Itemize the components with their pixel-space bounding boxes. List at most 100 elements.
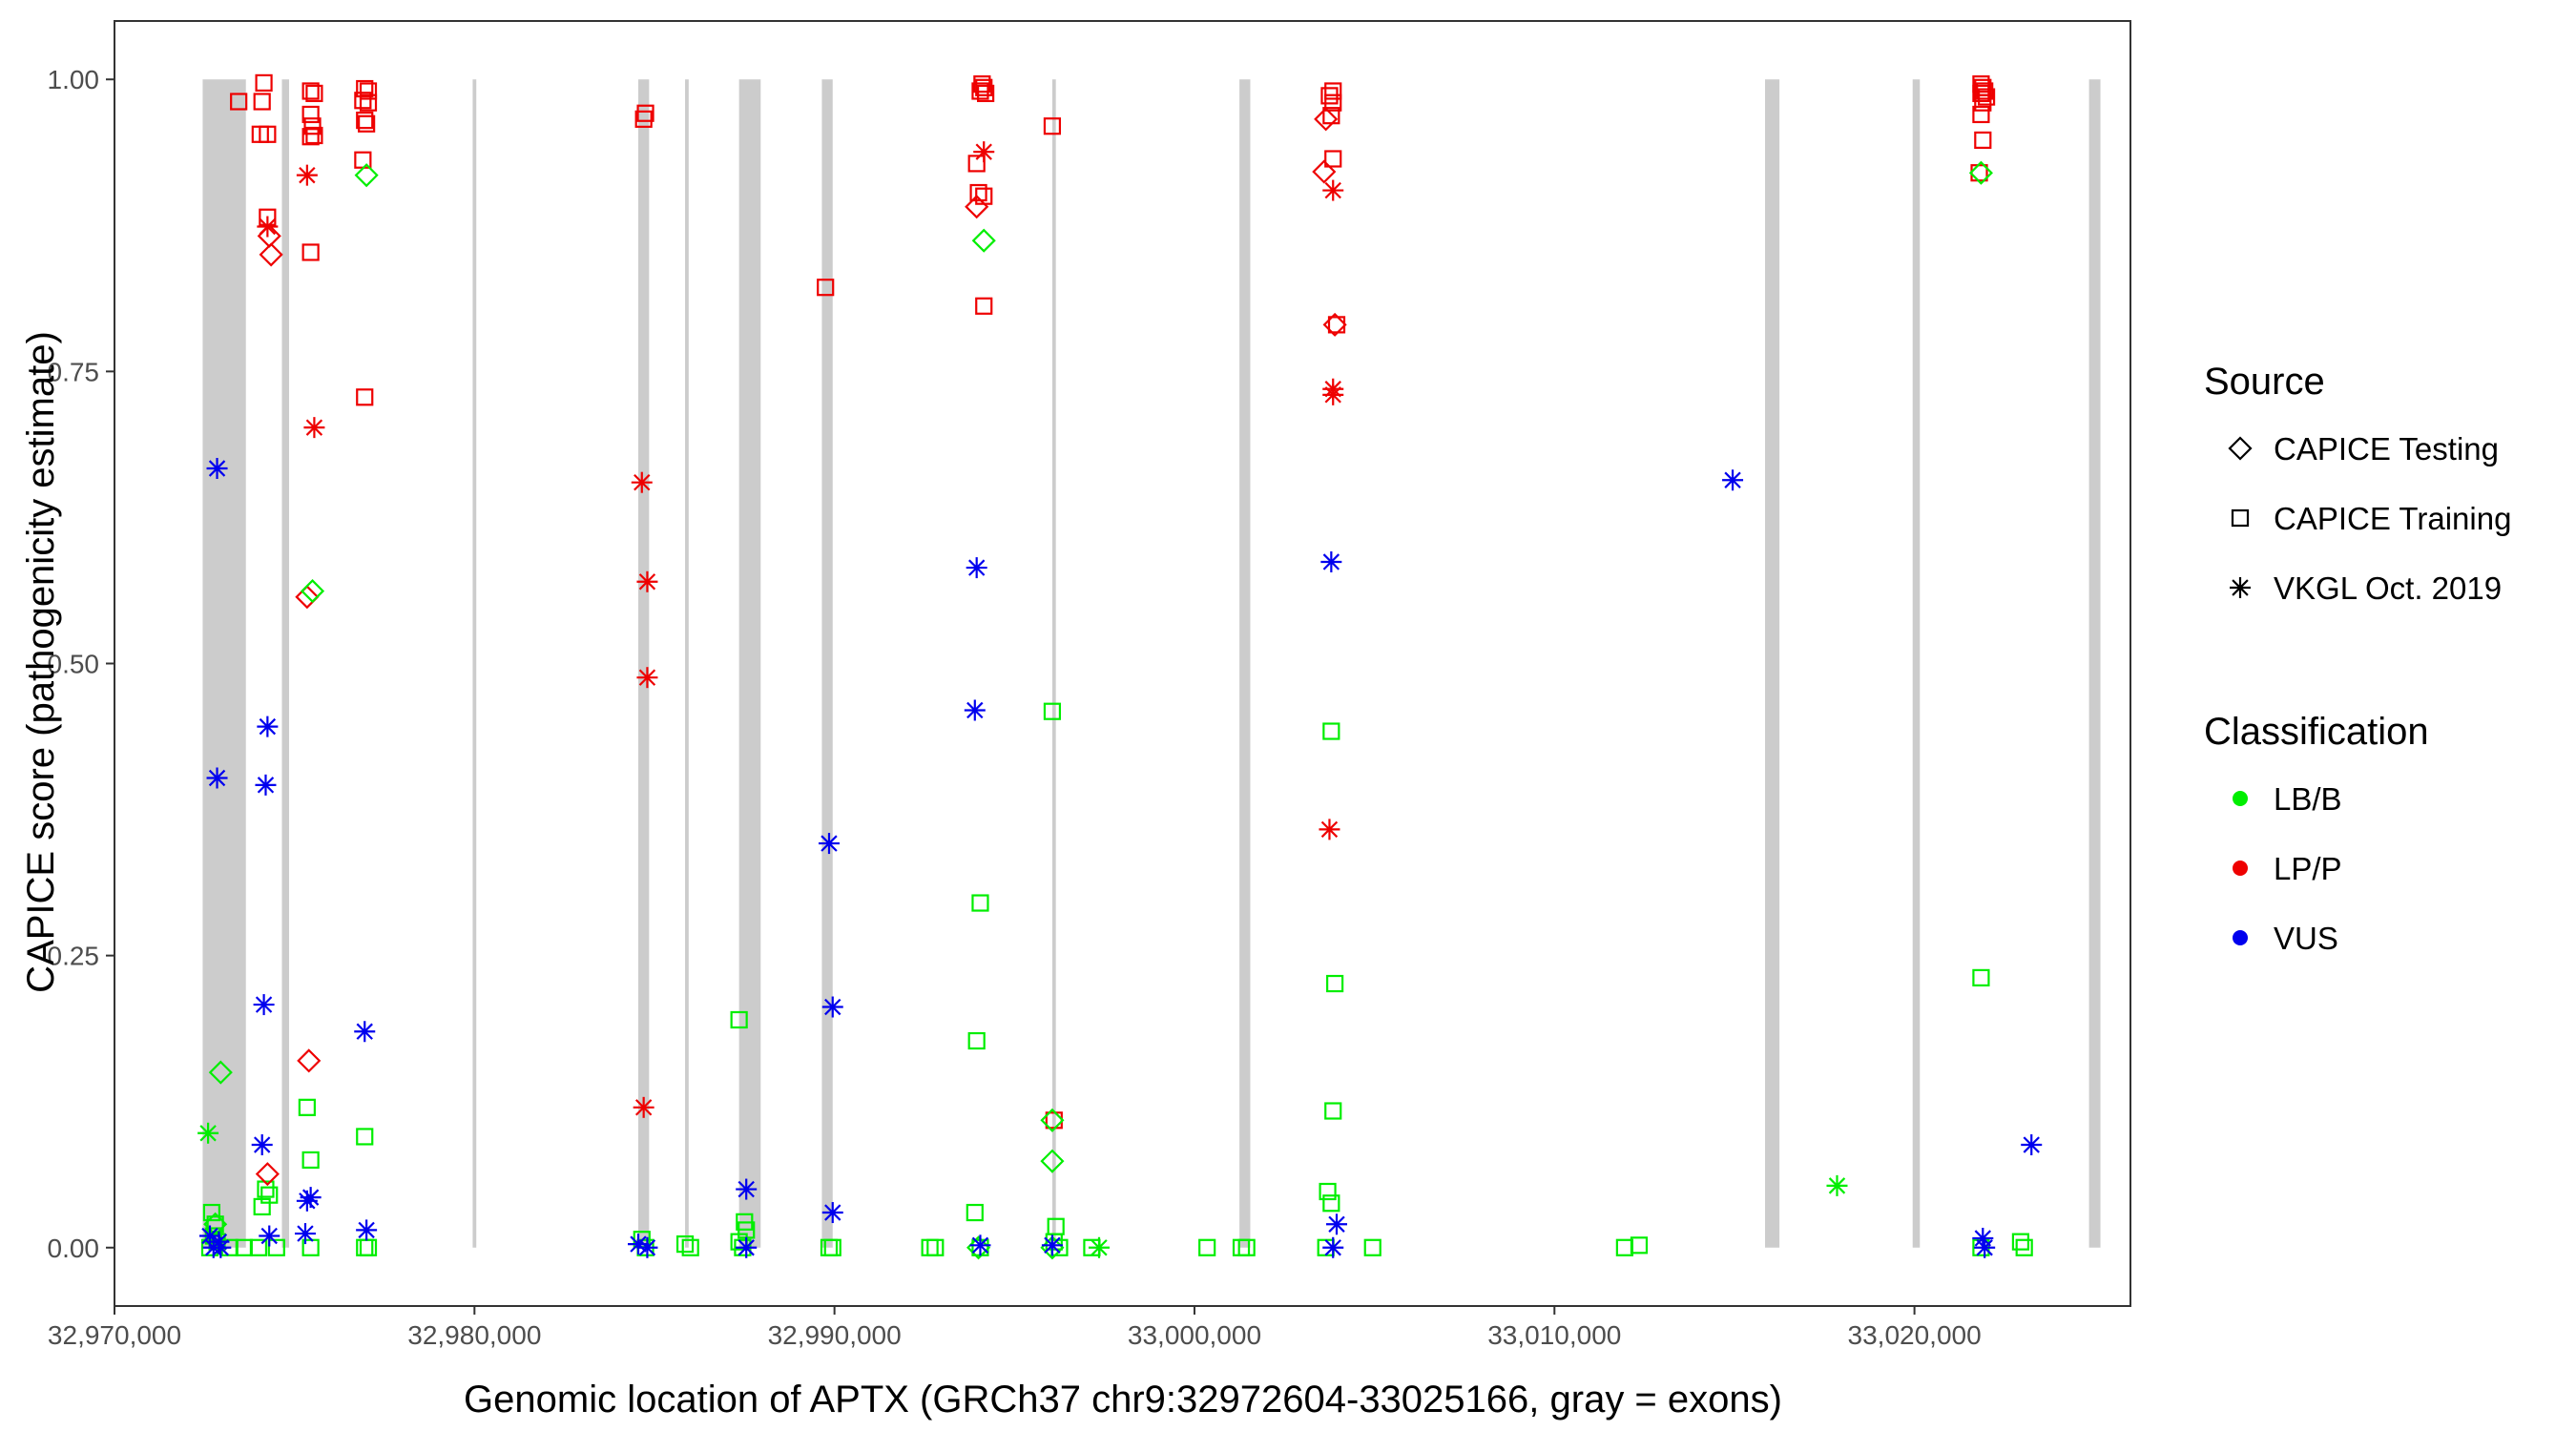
data-point — [967, 155, 986, 173]
data-point — [1040, 1108, 1065, 1132]
data-point — [354, 92, 372, 110]
x-tick-label: 33,010,000 — [1487, 1320, 1621, 1350]
series-diamond — [255, 107, 1347, 1187]
data-point — [203, 1212, 228, 1236]
x-axis-title: Genomic location of APTX (GRCh37 chr9:32… — [464, 1379, 1782, 1421]
data-point — [197, 1122, 219, 1144]
data-point — [202, 1203, 220, 1222]
data-point — [1322, 1194, 1340, 1213]
exon-band — [821, 79, 833, 1248]
data-point — [966, 1203, 984, 1222]
data-point — [636, 1236, 658, 1258]
data-point — [820, 1238, 839, 1256]
data-point — [1040, 1235, 1065, 1260]
data-point — [975, 297, 993, 315]
data-point — [1322, 179, 1344, 201]
data-point — [2011, 1233, 2030, 1251]
axes: 32,970,000 32,980,000 32,990,000 33,000,000… — [48, 65, 1982, 1350]
data-point — [818, 833, 840, 855]
data-point — [636, 104, 654, 122]
exon-band — [472, 79, 477, 1248]
data-point — [259, 1225, 280, 1247]
data-point — [975, 78, 993, 96]
exon-band — [685, 79, 689, 1248]
data-point — [259, 242, 283, 267]
data-point — [356, 388, 374, 406]
data-point — [253, 93, 271, 111]
data-point — [966, 1235, 991, 1260]
legend-label: CAPICE Testing — [2274, 431, 2499, 467]
data-point — [301, 128, 320, 146]
data-point — [301, 82, 320, 100]
data-point — [359, 82, 378, 100]
data-point — [259, 125, 277, 143]
data-point — [206, 767, 228, 789]
data-point — [1977, 88, 1996, 106]
legend-label: CAPICE Training — [2274, 501, 2511, 536]
data-point — [354, 163, 379, 188]
data-point — [255, 73, 273, 93]
data-point — [297, 1048, 322, 1073]
data-point — [633, 1096, 654, 1118]
data-point — [1974, 131, 1992, 150]
data-point — [303, 117, 322, 135]
data-point — [1324, 82, 1342, 100]
series-diamond — [203, 160, 1993, 1260]
data-points — [197, 73, 2043, 1260]
data-point — [821, 996, 843, 1018]
data-point — [210, 1236, 232, 1258]
data-point — [1974, 93, 1992, 112]
data-point — [1040, 1149, 1065, 1173]
data-point — [1043, 702, 1062, 720]
data-point — [298, 1098, 316, 1116]
data-point — [681, 1238, 699, 1256]
legend-title-source: Source — [2204, 361, 2325, 403]
legend-key-square — [2231, 508, 2250, 528]
data-point — [969, 1234, 991, 1256]
x-tick-label: 33,000,000 — [1128, 1320, 1261, 1350]
exon-band — [1239, 79, 1251, 1248]
legend-label: LB/B — [2274, 781, 2342, 817]
legend: Source CAPICE Testing CAPICE Training VKGL … — [2204, 361, 2511, 956]
data-point — [1326, 974, 1344, 993]
data-point — [730, 1010, 748, 1029]
x-tick-label: 32,980,000 — [407, 1320, 541, 1350]
data-point — [817, 279, 835, 297]
series-asterisk — [197, 1122, 1848, 1258]
exon-band — [281, 79, 290, 1248]
data-point — [305, 84, 323, 103]
data-point — [301, 1151, 320, 1170]
data-point — [260, 1186, 279, 1204]
y-axis-title: CAPICE score (pathogenicity estimate) — [20, 331, 62, 993]
data-point — [1630, 1236, 1649, 1255]
data-point — [636, 667, 658, 689]
data-point — [255, 774, 277, 796]
data-point — [631, 471, 653, 493]
legend-key-dot — [2233, 930, 2248, 945]
data-point — [305, 126, 323, 145]
y-tick-label: 0.25 — [48, 942, 100, 971]
data-point — [1972, 105, 1990, 124]
data-point — [1974, 1236, 1996, 1258]
data-point — [1324, 150, 1342, 168]
data-point — [634, 110, 653, 128]
data-point — [1322, 1236, 1344, 1258]
exon-band — [1765, 79, 1780, 1248]
data-point — [1088, 1236, 1110, 1258]
data-point — [257, 216, 279, 238]
data-point — [636, 570, 658, 592]
data-point — [1968, 160, 1993, 185]
exon-band — [1051, 79, 1056, 1248]
data-point — [971, 82, 989, 100]
data-point — [1722, 469, 1744, 491]
legend-key-asterisk — [2230, 577, 2251, 598]
y-tick-label: 1.00 — [48, 65, 100, 94]
data-point — [967, 1031, 986, 1050]
data-point — [628, 1234, 650, 1255]
data-point — [356, 111, 374, 130]
data-point — [1043, 117, 1062, 135]
data-point — [1041, 1234, 1063, 1256]
legend-label: LP/P — [2274, 851, 2342, 886]
data-point — [736, 1236, 758, 1258]
